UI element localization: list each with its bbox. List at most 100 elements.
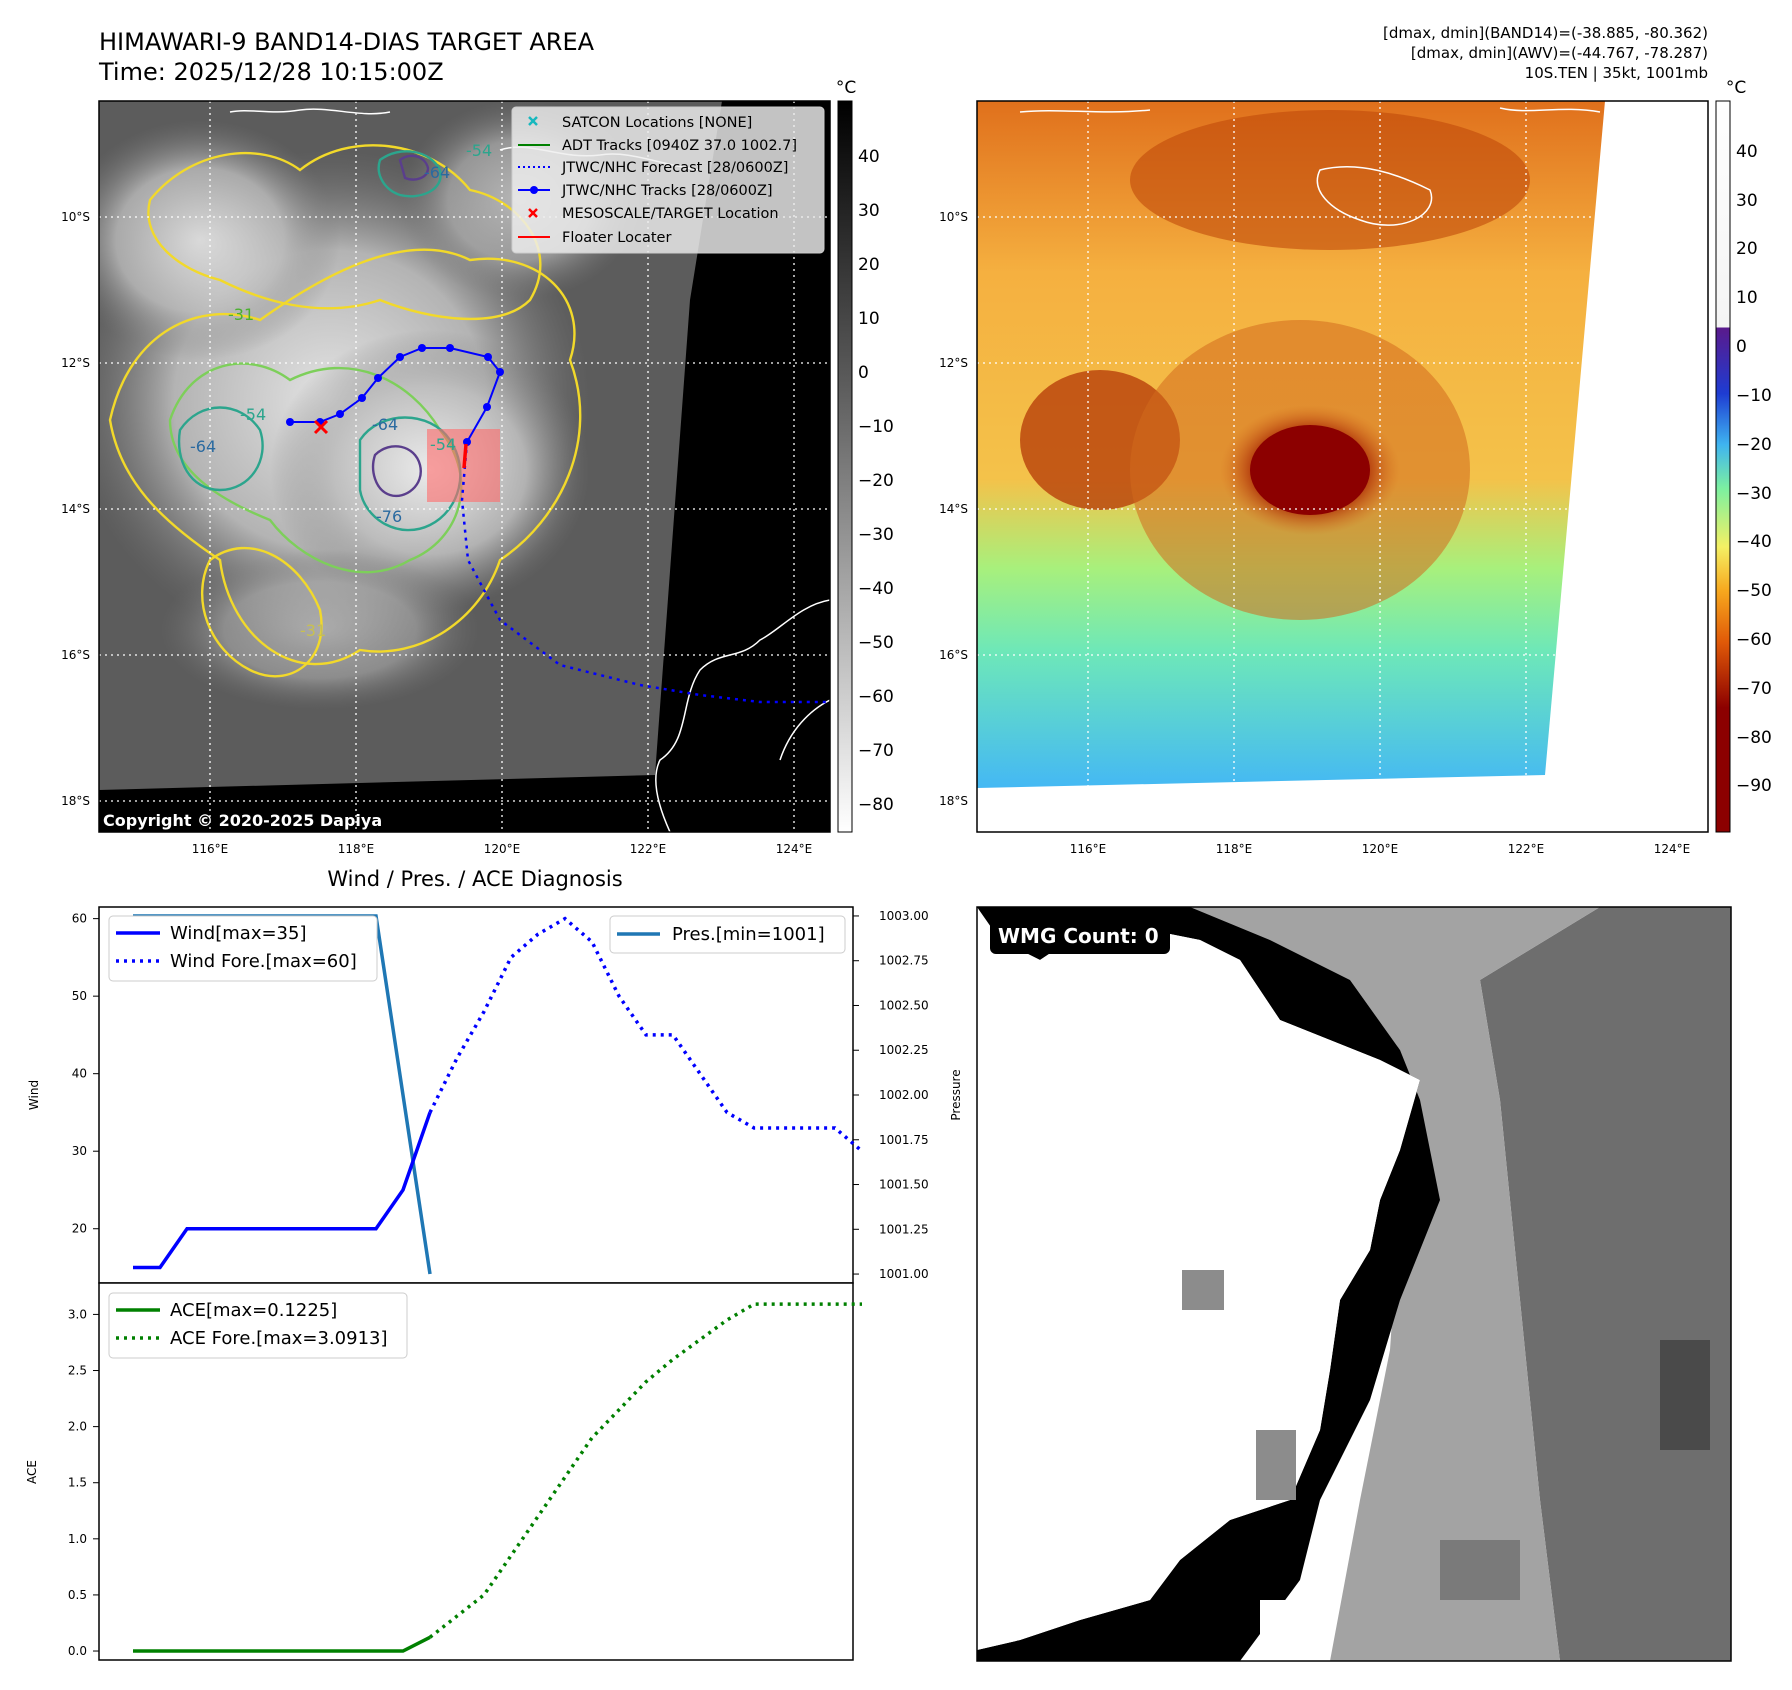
colorbar-tick: −30 — [858, 525, 894, 545]
diagnosis-title: Wind / Pres. / ACE Diagnosis — [327, 867, 622, 891]
wind-axis-label: Wind — [27, 1080, 41, 1110]
y-tick-label: 1003.00 — [879, 909, 929, 923]
colorbar-tick: −80 — [858, 795, 894, 815]
lon-tick: 118°E — [338, 842, 375, 856]
y-tick-label: 30 — [72, 1144, 87, 1158]
contour-label: -31 — [300, 621, 326, 640]
copyright: Copyright © 2020-2025 Dapiya — [103, 811, 382, 830]
gray-satellite-map: -54 -64 -31 -54 -64 -64 -76 -31 -54 SATC… — [99, 101, 830, 832]
legend-ace: ACE[max=0.1225] — [170, 1300, 337, 1321]
y-tick-label: 1002.50 — [879, 998, 929, 1012]
y-tick-label: 60 — [72, 912, 87, 926]
ace-legend: ACE[max=0.1225] ACE Fore.[max=3.0913] — [108, 1292, 408, 1359]
lat-tick: 16°S — [61, 648, 90, 662]
info-line-1: [dmax, dmin](BAND14)=(-38.885, -80.362) — [1383, 24, 1708, 42]
y-tick-label: 20 — [72, 1222, 87, 1236]
colorbar-unit: °C — [836, 78, 856, 98]
gray-colorbar: °C 40 30 20 10 0 −10 −20 −30 −40 −50 −60… — [836, 78, 894, 833]
pressure-axis-label: Pressure — [949, 1069, 963, 1120]
pressure-legend: Pres.[min=1001] — [609, 915, 846, 954]
wmg-panel: WMG Count: 0 — [977, 907, 1731, 1661]
colorbar-unit: °C — [1726, 78, 1746, 98]
y-tick-label: 1001.50 — [879, 1178, 929, 1192]
y-tick-label: 1002.00 — [879, 1088, 929, 1102]
colorbar-tick: −60 — [858, 687, 894, 707]
contour-label: -31 — [228, 305, 254, 324]
lon-tick: 116°E — [192, 842, 229, 856]
legend-ace-fore: ACE Fore.[max=3.0913] — [170, 1328, 388, 1349]
wind-y-ticks: 20 30 40 50 60 — [72, 912, 99, 1236]
colorbar-tick: −40 — [1736, 532, 1772, 552]
colorbar-tick: 20 — [858, 255, 880, 275]
colorbar-tick: −50 — [858, 633, 894, 653]
y-tick-label: 1001.25 — [879, 1222, 929, 1236]
colorbar-tick: −50 — [1736, 581, 1772, 601]
ace-line — [133, 1635, 431, 1653]
legend-label: ADT Tracks [0940Z 37.0 1002.7] — [562, 138, 797, 154]
floater-locater — [462, 443, 468, 469]
contour-label: -64 — [424, 163, 450, 182]
contour-label: -76 — [376, 507, 402, 526]
y-tick-label: 40 — [72, 1067, 87, 1081]
colorbar-tick: 20 — [1736, 239, 1758, 259]
ace-axis-label: ACE — [25, 1460, 39, 1484]
lon-tick: 120°E — [484, 842, 521, 856]
colorbar-tick: −20 — [1736, 435, 1772, 455]
wind-pressure-panel: Wind Pressure 20 30 40 50 60 1003.00 1002.75 1… — [27, 906, 963, 1284]
wind-line — [133, 1111, 432, 1270]
legend-label: JTWC/NHC Tracks [28/0600Z] — [561, 183, 773, 199]
lon-tick: 124°E — [1654, 842, 1691, 856]
contour-labels: -54 -64 -31 -54 -64 -64 -76 -31 -54 — [190, 141, 492, 640]
color-colorbar: °C 40 30 20 10 0 −10 −20 −30 −40 −50 −60… — [1715, 78, 1772, 833]
lon-tick: 120°E — [1362, 842, 1399, 856]
ace-panel: ACE 0.0 0.5 1.0 1.5 2.0 2.5 3.0 ACE[max=0.1225… — [25, 1282, 862, 1661]
title-line-2: Time: 2025/12/28 10:15:00Z — [98, 58, 444, 86]
colorbar-tick: −10 — [858, 417, 894, 437]
colorbar-tick: 40 — [858, 147, 880, 167]
colorbar-tick: −80 — [1736, 728, 1772, 748]
colorbar-tick: −10 — [1736, 386, 1772, 406]
ace-y-ticks: 0.0 0.5 1.0 1.5 2.0 2.5 3.0 — [68, 1307, 99, 1658]
colorbar-tick: −70 — [858, 741, 894, 761]
colorbar-tick: 10 — [858, 309, 880, 329]
colorbar-tick: 30 — [1736, 191, 1758, 211]
y-tick-label: 1.0 — [68, 1532, 87, 1546]
colorbar-tick: −60 — [1736, 630, 1772, 650]
legend-wind-fore: Wind Fore.[max=60] — [170, 951, 357, 972]
colorbar-tick: −40 — [858, 579, 894, 599]
lat-tick: 18°S — [61, 794, 90, 808]
contour-label: -54 — [240, 405, 266, 424]
info-line-2: [dmax, dmin](AWV)=(-44.767, -78.287) — [1411, 44, 1708, 62]
y-tick-label: 1002.75 — [879, 954, 929, 968]
wind-forecast-line — [428, 916, 864, 1153]
map-legend: SATCON Locations [NONE] ADT Tracks [0940… — [511, 106, 825, 254]
y-tick-label: 1.5 — [68, 1476, 87, 1490]
lat-tick: 18°S — [939, 794, 968, 808]
colorbar-tick: −90 — [1736, 776, 1772, 796]
lat-tick: 14°S — [939, 502, 968, 516]
lat-tick: 16°S — [939, 648, 968, 662]
lat-tick: 10°S — [61, 210, 90, 224]
y-tick-label: 3.0 — [68, 1307, 87, 1321]
lon-tick: 116°E — [1070, 842, 1107, 856]
y-tick-label: 1001.75 — [879, 1133, 929, 1147]
info-line-3: 10S.TEN | 35kt, 1001mb — [1525, 64, 1708, 82]
target-location-marker — [313, 419, 329, 435]
pressure-y-ticks: 1003.00 1002.75 1002.50 1002.25 1002.00 1001.… — [853, 909, 929, 1281]
colorbar-tick: −20 — [858, 471, 894, 491]
wind-legend: Wind[max=35] Wind Fore.[max=60] — [108, 915, 378, 982]
contour-label: -64 — [372, 415, 398, 434]
ace-forecast-line — [428, 1302, 862, 1639]
legend-label: Floater Locater — [562, 230, 671, 246]
contour-label: -64 — [190, 437, 216, 456]
lat-tick: 14°S — [61, 502, 90, 516]
y-tick-label: 50 — [72, 989, 87, 1003]
legend-satcon — [528, 116, 538, 126]
y-tick-label: 0.5 — [68, 1588, 87, 1602]
lat-tick: 12°S — [939, 356, 968, 370]
colorbar-tick: −70 — [1736, 679, 1772, 699]
legend-label: MESOSCALE/TARGET Location — [562, 206, 779, 222]
legend-label: SATCON Locations [NONE] — [562, 115, 752, 131]
legend-label: JTWC/NHC Forecast [28/0600Z] — [561, 160, 788, 176]
